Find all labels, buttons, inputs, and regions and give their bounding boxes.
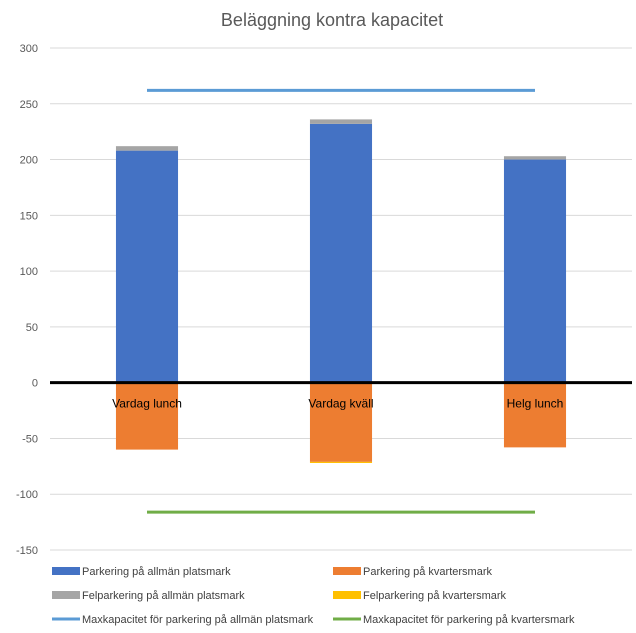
legend-label: Maxkapacitet för parkering på allmän pla… (82, 614, 314, 626)
bar (504, 383, 566, 448)
category-labels: Vardag lunch Vardag kväll Helg lunch (112, 397, 563, 411)
bar (116, 151, 178, 383)
legend-label: Maxkapacitet för parkering på kvartersma… (363, 614, 575, 626)
category-label: Vardag kväll (308, 397, 373, 411)
y-tick-label: 150 (20, 210, 38, 222)
legend-swatch (333, 591, 361, 599)
bar (310, 119, 372, 123)
bar (116, 383, 178, 450)
legend-label: Felparkering på kvartersmark (363, 590, 507, 602)
y-tick-label: 50 (26, 322, 38, 334)
chart-title: Beläggning kontra kapacitet (221, 10, 443, 30)
y-tick-label: 300 (20, 43, 38, 55)
legend-swatch (52, 567, 80, 575)
y-axis: 300 250 200 150 100 50 0 -50 -100 -150 (16, 43, 38, 557)
bar (310, 462, 372, 463)
category-label: Helg lunch (507, 397, 564, 411)
bars (116, 119, 566, 463)
y-tick-label: 100 (20, 266, 38, 278)
y-tick-label: -100 (16, 489, 38, 501)
y-tick-label: 0 (32, 378, 38, 390)
bar (310, 383, 372, 462)
y-tick-label: -150 (16, 545, 38, 557)
y-tick-label: 250 (20, 99, 38, 111)
y-tick-label: 200 (20, 155, 38, 167)
legend-swatch (52, 591, 80, 599)
legend-swatch (333, 567, 361, 575)
bar (310, 124, 372, 383)
y-tick-label: -50 (22, 433, 38, 445)
legend-label: Parkering på allmän platsmark (82, 566, 231, 578)
bar (504, 156, 566, 159)
legend-label: Parkering på kvartersmark (363, 566, 492, 578)
bar (116, 146, 178, 150)
legend-label: Felparkering på allmän platsmark (82, 590, 245, 602)
category-label: Vardag lunch (112, 397, 182, 411)
legend: Parkering på allmän platsmark Parkering p… (52, 566, 575, 626)
bar (504, 160, 566, 383)
